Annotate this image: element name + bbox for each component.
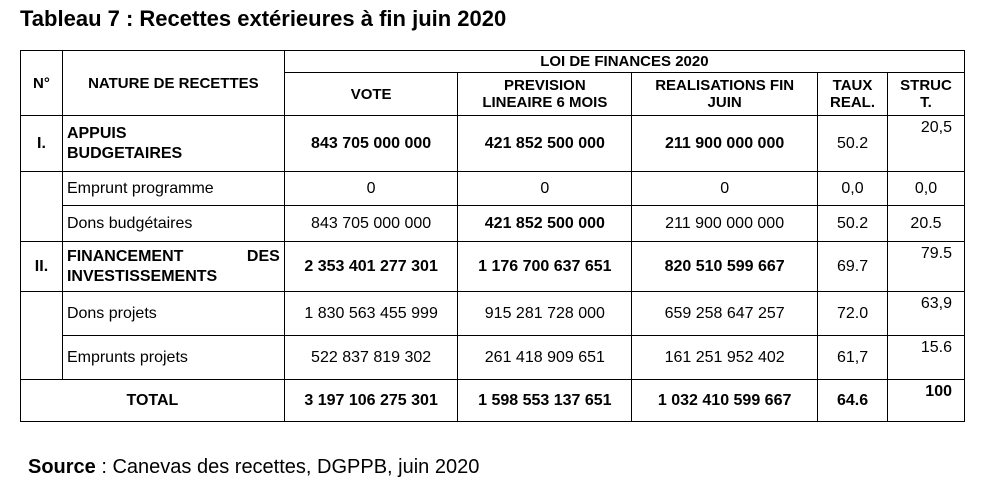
source-text: : Canevas des recettes, DGPPB, juin 2020 (95, 456, 480, 478)
header-loi-de-finances: LOI DE FINANCES 2020 (283, 50, 966, 73)
table-row: I. APPUIS BUDGETAIRES 843 705 000 000 421… (20, 115, 965, 172)
header-row-1: N° NATURE DE RECETTES LOI DE FINANCES 20… (20, 50, 966, 116)
total-taux: 64.6 (817, 379, 888, 422)
total-prevision: 1 598 553 137 651 (457, 379, 633, 422)
header-realisations: REALISATIONS FIN JUIN (631, 72, 819, 116)
row-vote: 843 705 000 000 (283, 205, 459, 242)
header-nature: NATURE DE RECETTES (61, 50, 285, 116)
header-struct: STRUC T. (887, 72, 965, 116)
table-row: II. FINANCEMENT DES INVESTISSEMENTS 2 353… (20, 241, 965, 292)
table-row: Dons projets 1 830 563 455 999 915 281 7… (20, 291, 965, 380)
row-vote: 2 353 401 277 301 (283, 241, 459, 292)
header-prevision: PREVISION LINEAIRE 6 MOIS (457, 72, 633, 116)
row-taux: 69.7 (817, 241, 888, 292)
row-nature: Dons budgétaires (61, 205, 285, 242)
row-number (20, 291, 63, 380)
row-taux: 72.0 (817, 291, 888, 336)
row-realisations: 211 900 000 000 (631, 205, 819, 242)
row-prevision: 261 418 909 651 (457, 335, 633, 380)
row-vote: 522 837 819 302 (283, 335, 459, 380)
header-vote: VOTE (283, 72, 459, 116)
row-realisations: 659 258 647 257 (631, 291, 819, 336)
row-nature: FINANCEMENT DES INVESTISSEMENTS (61, 241, 285, 292)
row-struct: 63,9 (887, 291, 965, 336)
row-realisations: 0 (631, 171, 819, 206)
table-row: Emprunts projets 522 837 819 302 261 418… (21, 335, 965, 380)
row-number (20, 171, 63, 242)
row-nature: Dons projets (61, 291, 285, 336)
row-prevision: 421 852 500 000 (457, 205, 633, 242)
row-prevision: 1 176 700 637 651 (457, 241, 633, 292)
row-nature: Emprunt programme (61, 171, 285, 206)
row-prevision: 0 (457, 171, 633, 206)
row-struct: 20.5 (887, 205, 965, 242)
source-label: Source (28, 456, 96, 478)
table-row: Dons budgétaires 843 705 000 000 421 852… (21, 205, 965, 242)
table-title: Tableau 7 : Recettes extérieures à fin j… (20, 6, 507, 31)
header-taux: TAUX REAL. (817, 72, 888, 116)
row-struct: 0,0 (887, 171, 965, 206)
row-realisations: 161 251 952 402 (631, 335, 819, 380)
row-taux: 50.2 (817, 115, 888, 172)
table-row: Emprunt programme 0 0 0 0,0 0,0 (20, 171, 965, 242)
total-struct: 100 (887, 379, 965, 422)
recettes-table: N° NATURE DE RECETTES LOI DE FINANCES 20… (20, 50, 966, 422)
row-struct: 15.6 (887, 335, 965, 380)
row-taux: 50.2 (817, 205, 888, 242)
row-prevision: 915 281 728 000 (457, 291, 633, 336)
total-realisations: 1 032 410 599 667 (631, 379, 819, 422)
total-row: TOTAL 3 197 106 275 301 1 598 553 137 65… (20, 379, 965, 422)
row-realisations: 820 510 599 667 (631, 241, 819, 292)
row-realisations: 211 900 000 000 (631, 115, 819, 172)
row-struct: 20,5 (887, 115, 965, 172)
source-note: Source : Canevas des recettes, DGPPB, ju… (28, 456, 479, 479)
header-row-2: VOTE PREVISION LINEAIRE 6 MOIS REALISATIO… (21, 72, 965, 116)
row-number: II. (20, 241, 63, 292)
row-taux: 61,7 (817, 335, 888, 380)
row-number: I. (20, 115, 63, 172)
row-vote: 1 830 563 455 999 (283, 291, 459, 336)
row-taux: 0,0 (817, 171, 888, 206)
row-struct: 79.5 (887, 241, 965, 292)
header-no: N° (20, 50, 63, 116)
row-nature: Emprunts projets (61, 335, 285, 380)
row-nature: APPUIS BUDGETAIRES (61, 115, 285, 172)
row-vote: 843 705 000 000 (283, 115, 459, 172)
total-vote: 3 197 106 275 301 (283, 379, 459, 422)
row-prevision: 421 852 500 000 (457, 115, 633, 172)
total-label: TOTAL (20, 379, 285, 422)
row-vote: 0 (283, 171, 459, 206)
